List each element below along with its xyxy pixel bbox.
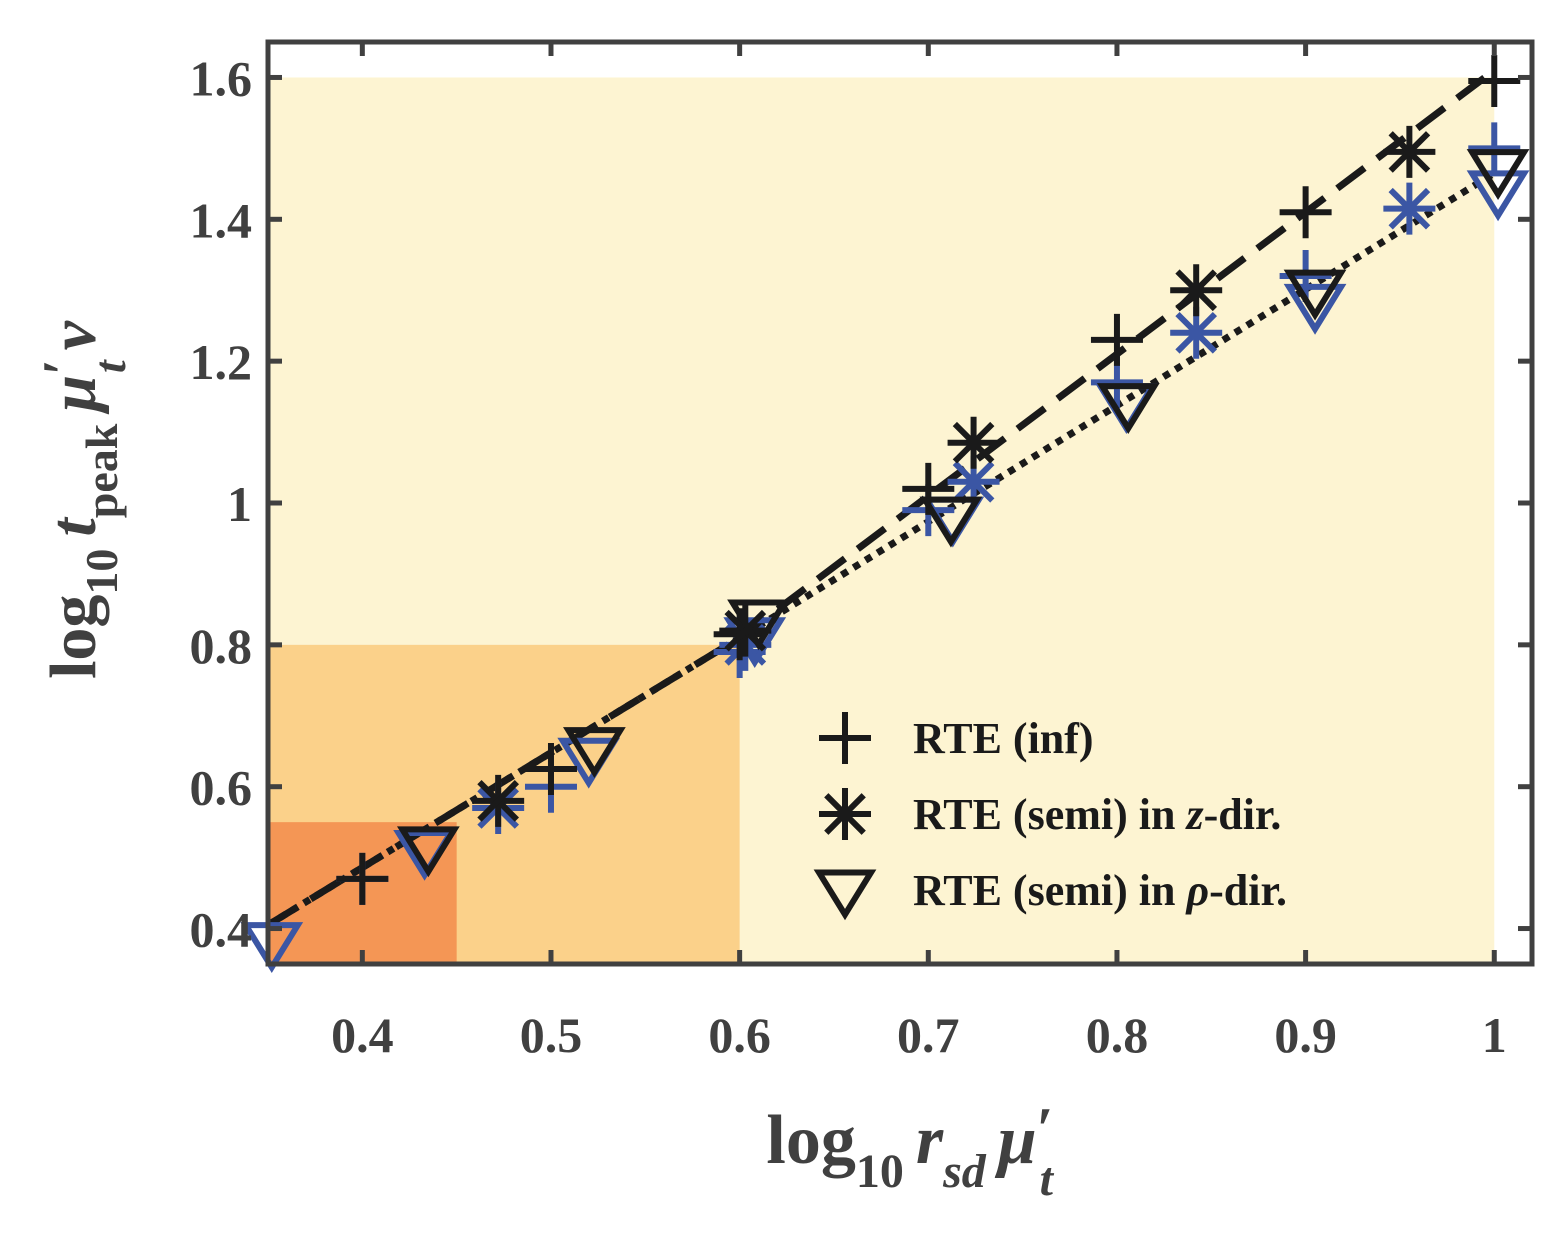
- x-tick-label-2: 0.6: [708, 1007, 771, 1063]
- y-tick-label-1: 0.6: [190, 760, 253, 816]
- legend-entry-1-part-1: z: [1184, 790, 1203, 839]
- y-axis-label-sub3: t: [84, 359, 135, 373]
- x-tick-label-4: 0.8: [1086, 1007, 1149, 1063]
- ast-d2: [952, 460, 995, 503]
- marker-triangle-down-5-5: [1283, 269, 1347, 321]
- marker-triangle-down-5-6: [1466, 149, 1530, 200]
- tri: [240, 922, 304, 974]
- marker-triangle-down-5-3: [919, 496, 983, 548]
- marker-plus-3-4: [1090, 313, 1143, 366]
- marker-plus-3-5: [1279, 186, 1332, 239]
- tri: [1466, 149, 1530, 200]
- y-tick-label-0: 0.4: [190, 902, 253, 958]
- y-axis-label-mu: μ: [37, 375, 110, 415]
- axis-ticks: [268, 42, 1532, 964]
- tri: [727, 599, 790, 651]
- ast-d2: [1388, 187, 1431, 230]
- y-axis-label: log10tpeakμ′tv: [32, 320, 135, 679]
- y-tick-label-3: 1: [227, 476, 252, 532]
- marker-triangle-down-5-0: [396, 826, 460, 878]
- legend-marker-0: [819, 712, 871, 764]
- y-tick-label-2: 0.8: [190, 618, 253, 674]
- marker-triangle-down-5-4: [1096, 383, 1160, 434]
- y-tick-label-5: 1.4: [190, 192, 253, 248]
- tri: [813, 869, 877, 921]
- tri: [1283, 269, 1347, 321]
- x-tick-label-1: 0.5: [520, 1007, 583, 1063]
- legend-entry-1-part-2: -dir.: [1204, 790, 1282, 839]
- ast-d2: [724, 609, 767, 652]
- y-tick-label-6: 1.6: [190, 50, 253, 106]
- y-axis-label-var: t: [37, 517, 110, 537]
- y-axis-label-sub1: 10: [76, 549, 127, 595]
- marker-asterisk-4-1: [719, 604, 772, 657]
- ast-d2: [1175, 311, 1218, 354]
- marker-asterisk-4-2: [947, 416, 1000, 469]
- marker-triangle-down-2-0: [240, 922, 304, 974]
- x-axis-label-sub3: t: [1040, 1153, 1055, 1206]
- ast-d2: [477, 780, 520, 822]
- x-tick-label-6: 1: [1482, 1007, 1507, 1063]
- tri: [1466, 170, 1530, 222]
- legend-marker-1: [819, 788, 871, 840]
- x-tick-label-3: 0.7: [897, 1007, 960, 1063]
- data-markers: [240, 55, 1530, 974]
- x-axis-label-mu: μ: [995, 1102, 1037, 1179]
- y-axis-label-base: log: [37, 595, 110, 679]
- marker-triangle-down-2-6: [1283, 283, 1347, 335]
- marker-asterisk-1-4: [1383, 182, 1436, 235]
- marker-plus-3-0: [336, 852, 389, 905]
- marker-asterisk-4-0: [472, 774, 525, 827]
- legend: RTE (inf)RTE (semi) in z-dir.RTE (semi) …: [813, 712, 1287, 921]
- y-axis-label-v: v: [37, 320, 110, 350]
- ast-d2: [1175, 269, 1218, 312]
- x-axis-label-var: r: [916, 1102, 944, 1179]
- y-tick-label-4: 1.2: [190, 334, 253, 390]
- x-axis-label-base: log: [766, 1102, 855, 1179]
- ast-d2: [824, 793, 866, 835]
- legend-entry-2-part-0: RTE (semi) in: [913, 866, 1186, 915]
- marker-plus-3-1: [524, 742, 577, 795]
- ast-d2: [1388, 131, 1431, 173]
- x-axis-label-sub1: 10: [856, 1145, 904, 1198]
- legend-entry-1: RTE (semi) in z-dir.: [913, 790, 1281, 839]
- y-axis-label-sub2: peak: [76, 423, 127, 518]
- x-axis-label-sub2: sd: [942, 1145, 987, 1198]
- legend-marker-2: [813, 869, 877, 921]
- y-axis-label-prime: ′: [32, 359, 94, 375]
- tri: [1283, 283, 1347, 335]
- tri: [1096, 383, 1160, 434]
- tick-labels: 0.4 0.5 0.6 0.7 0.8 0.9 1 0.4 0.6 0.8 1 1.2 1.4 1.6: [190, 50, 1507, 1063]
- tri: [562, 727, 626, 778]
- marker-triangle-down-2-7: [1466, 170, 1530, 222]
- marker-asterisk-4-3: [1170, 264, 1223, 317]
- x-axis-label: log10 rsd μ′ t: [766, 1096, 1054, 1206]
- legend-entry-0: RTE (inf): [913, 714, 1094, 763]
- marker-triangle-down-5-1: [562, 727, 626, 778]
- legend-entry-0-part-0: RTE (inf): [913, 714, 1094, 763]
- marker-triangle-down-5-2: [727, 599, 790, 651]
- x-axis-label-prime: ′: [1037, 1096, 1054, 1162]
- legend-entry-2: RTE (semi) in ρ-dir.: [913, 866, 1287, 915]
- x-tick-label-5: 0.9: [1274, 1007, 1337, 1063]
- marker-asterisk-4-4: [1383, 125, 1436, 178]
- legend-entry-2-part-1: ρ: [1184, 866, 1209, 915]
- x-tick-label-0: 0.4: [331, 1007, 394, 1063]
- tri: [396, 826, 460, 878]
- tri: [919, 496, 983, 548]
- legend-entry-1-part-0: RTE (semi) in: [913, 790, 1186, 839]
- marker-plus-3-6: [1468, 55, 1521, 108]
- marker-plus-0-6: [1468, 122, 1521, 175]
- ast-d2: [952, 421, 995, 464]
- legend-entry-2-part-2: -dir.: [1209, 866, 1287, 915]
